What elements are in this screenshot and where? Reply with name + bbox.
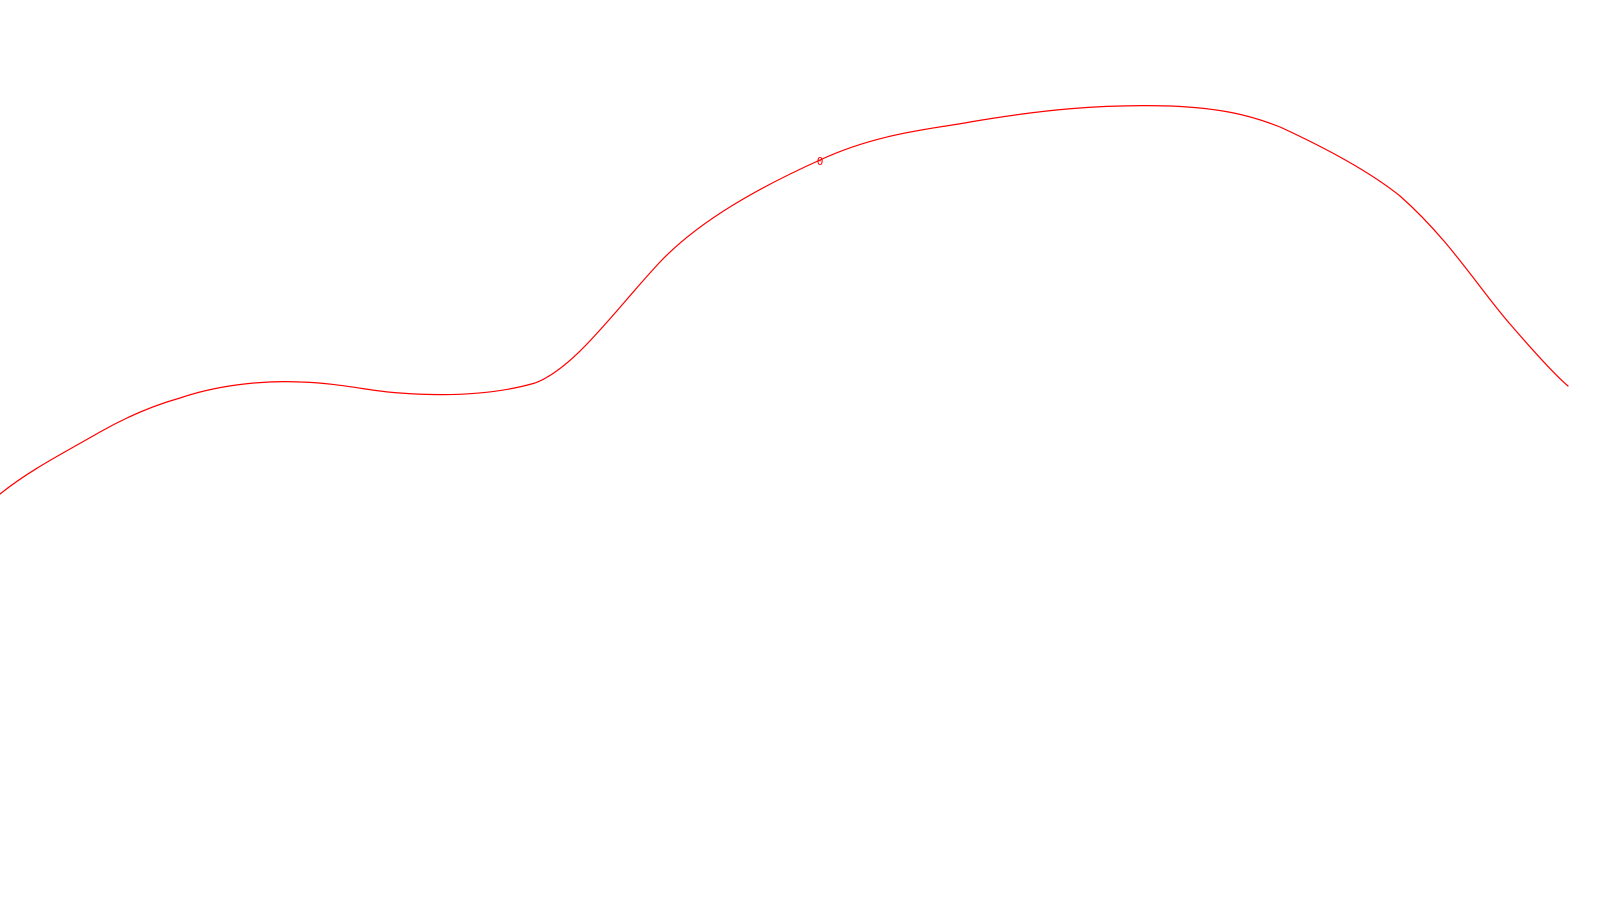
contour-line-0 — [0, 105, 1569, 495]
contour-level-label: 0 — [817, 155, 824, 168]
